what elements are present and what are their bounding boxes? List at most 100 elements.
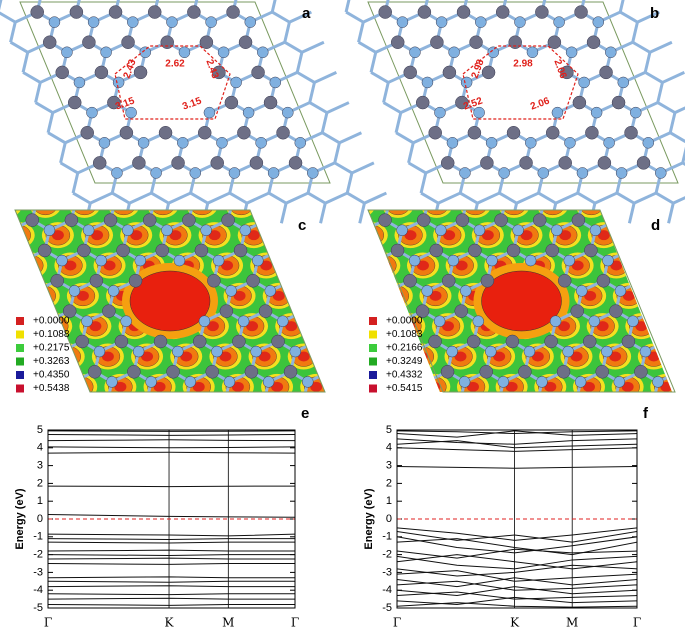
band: [396, 548, 638, 559]
density-d: [346, 200, 672, 432]
atom: [271, 334, 285, 349]
bond: [71, 172, 80, 194]
atom: [92, 156, 107, 170]
density-lobe: [72, 210, 97, 216]
density-core: [622, 290, 635, 301]
atom: [219, 304, 234, 318]
legend-swatch: [16, 317, 24, 325]
band: [396, 430, 638, 438]
legend-swatch: [369, 371, 377, 379]
bond: [315, 320, 324, 342]
atom: [571, 213, 586, 227]
bond: [576, 191, 596, 205]
atom: [224, 95, 239, 110]
bond: [628, 249, 648, 262]
atom: [497, 376, 510, 388]
legend-label: +0.5415: [386, 383, 423, 394]
atom: [37, 243, 52, 258]
band: [47, 576, 295, 579]
density-lobe: [424, 210, 449, 216]
bond: [9, 21, 17, 43]
density-core: [520, 230, 533, 241]
density-core: [271, 381, 284, 392]
bond: [47, 131, 67, 145]
legend-label: +0.0000: [386, 316, 423, 327]
bond: [643, 51, 652, 73]
atom: [160, 35, 174, 49]
bond: [264, 402, 281, 412]
atom: [459, 167, 471, 179]
density-lobe: [372, 255, 397, 276]
bond: [278, 229, 286, 251]
atom: [460, 285, 472, 297]
bond: [615, 402, 632, 412]
atom: [210, 156, 224, 170]
density-core: [595, 412, 607, 422]
density-lobe: [33, 210, 58, 216]
band: [396, 555, 638, 570]
bond: [407, 142, 415, 164]
density-lobe: [199, 407, 223, 427]
bond: [120, 412, 125, 432]
density-lobe: [111, 210, 136, 216]
bond: [85, 402, 107, 412]
density-lobe: [422, 376, 447, 392]
band: [47, 439, 296, 442]
band: [47, 563, 295, 565]
atom: [80, 125, 94, 140]
density-core: [37, 290, 50, 301]
bond: [278, 249, 298, 262]
atom: [560, 65, 574, 80]
density-core: [231, 381, 244, 392]
atom: [238, 35, 253, 49]
density-lobe: [628, 407, 652, 427]
atom: [595, 365, 609, 379]
atom: [189, 167, 202, 179]
density-core: [297, 351, 310, 362]
y-tick-label: -1: [33, 531, 43, 543]
bond: [346, 200, 351, 220]
density-core: [166, 412, 178, 422]
density-halo: [313, 404, 345, 430]
x-tick-label: M: [222, 616, 234, 630]
density-lobe: [278, 407, 302, 427]
bond: [655, 191, 675, 205]
atom: [613, 376, 626, 388]
density-core: [479, 412, 491, 422]
atom: [428, 334, 442, 349]
atom: [525, 137, 537, 149]
vacancy-outline: [114, 45, 231, 120]
atom: [127, 16, 139, 28]
bond: [656, 101, 676, 114]
atom: [153, 334, 168, 349]
bond: [6, 230, 11, 250]
distance-label: 2.06: [551, 58, 568, 80]
band: [396, 440, 638, 449]
bond: [333, 161, 353, 175]
atom: [43, 224, 56, 236]
distance-label: 2.43: [203, 58, 220, 80]
bond: [672, 196, 685, 205]
density-lobe: [384, 285, 410, 307]
bond: [666, 412, 671, 432]
atom: [624, 125, 638, 140]
atom: [469, 35, 483, 49]
bond: [357, 40, 377, 54]
atom: [472, 315, 485, 327]
bond: [72, 191, 92, 205]
bond: [395, 131, 415, 145]
atom: [430, 35, 444, 49]
density-halo: [624, 404, 656, 430]
density-core: [64, 260, 77, 271]
atom: [137, 137, 150, 149]
bond: [359, 230, 364, 250]
atom: [417, 5, 432, 19]
atom: [64, 213, 79, 227]
bond: [347, 372, 369, 382]
density-core: [127, 412, 139, 422]
atom: [246, 274, 260, 288]
atom: [249, 156, 264, 170]
atom: [480, 274, 495, 288]
density-lobe: [305, 285, 325, 307]
